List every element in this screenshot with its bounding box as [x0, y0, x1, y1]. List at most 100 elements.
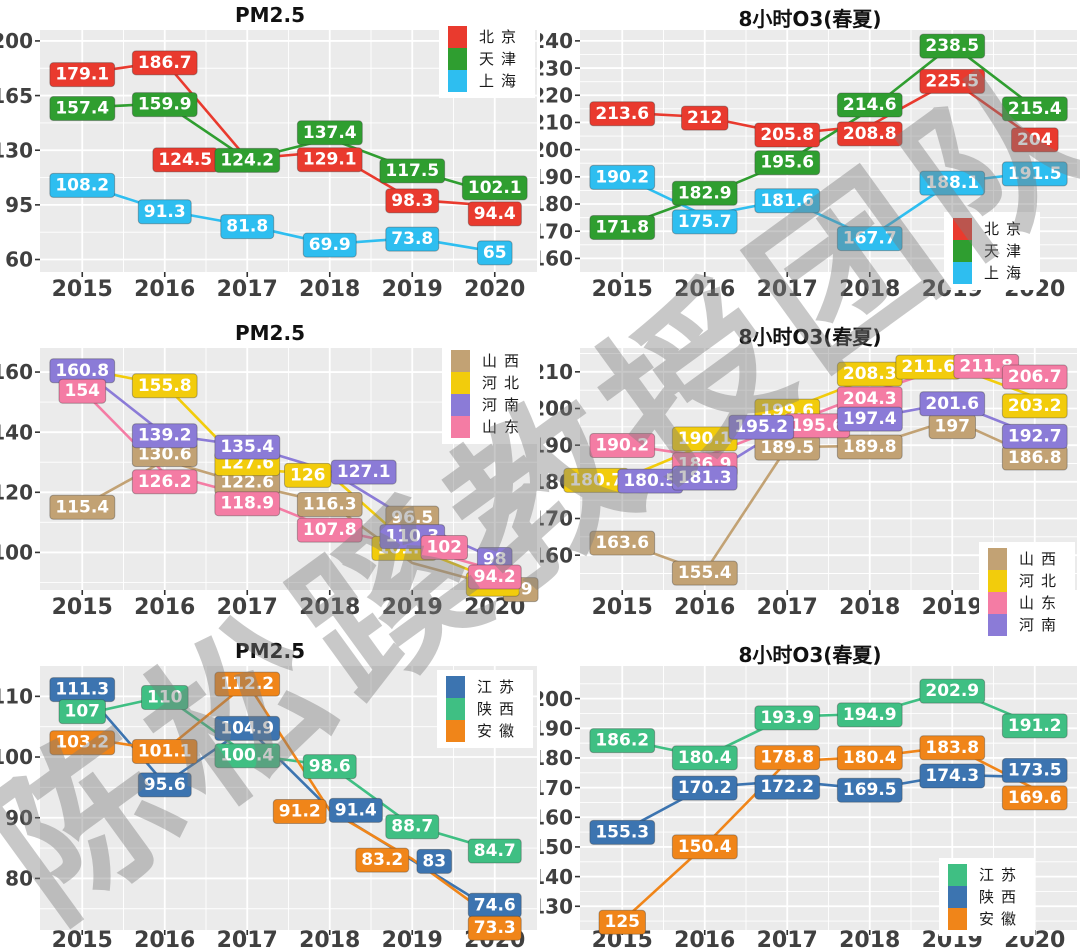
data-label: 107: [58, 699, 106, 725]
data-label: 192.7: [1001, 423, 1068, 449]
legend-swatch-icon: [450, 350, 470, 372]
legend-swatch-icon: [987, 614, 1007, 636]
legend-label: 山东: [481, 418, 526, 436]
svg-text:202.9: 202.9: [925, 681, 979, 701]
y-tick-label: 110: [0, 685, 33, 709]
data-label: 126.2: [131, 469, 198, 495]
data-label: 178.8: [754, 745, 821, 771]
x-tick-label: 2015: [52, 595, 113, 620]
data-label: 175.7: [671, 209, 738, 235]
x-tick-label: 2019: [382, 928, 443, 950]
data-label: 214.6: [836, 92, 903, 118]
svg-text:102.1: 102.1: [468, 178, 522, 198]
legend-item: 陕西: [445, 698, 521, 720]
svg-text:125: 125: [604, 912, 640, 932]
legend-swatch-icon: [447, 48, 467, 70]
svg-text:186.7: 186.7: [138, 53, 192, 73]
svg-text:192.7: 192.7: [1008, 426, 1062, 446]
x-tick-label: 2016: [674, 595, 735, 620]
legend-swatch-icon: [447, 70, 467, 92]
data-label: 116.3: [296, 492, 363, 518]
legend-label: 天津: [983, 242, 1028, 260]
svg-text:188.1: 188.1: [925, 173, 979, 193]
y-tick-label: 230: [540, 56, 573, 80]
legend-swatch-icon: [445, 698, 465, 720]
svg-text:157.4: 157.4: [55, 99, 109, 119]
x-tick-label: 2018: [839, 928, 900, 950]
data-label: 169.5: [836, 777, 903, 803]
x-tick-label: 2016: [134, 277, 195, 302]
legend: 江苏 陕西 安徽: [938, 858, 1035, 936]
legend-label: 山西: [481, 352, 526, 370]
svg-text:174.3: 174.3: [925, 766, 979, 786]
svg-text:91.3: 91.3: [144, 202, 186, 222]
svg-text:116.3: 116.3: [303, 495, 357, 515]
data-label: 103.2: [49, 730, 116, 756]
y-tick-label: 130: [540, 894, 573, 918]
data-label: 150.4: [671, 834, 738, 860]
svg-text:83: 83: [422, 851, 446, 871]
data-label: 91.3: [137, 199, 192, 225]
svg-text:98: 98: [483, 550, 507, 570]
legend: 山西 河北 山东 河南: [978, 542, 1075, 642]
x-tick-label: 2015: [52, 928, 113, 950]
data-label: 211.6: [895, 354, 962, 380]
svg-text:169.5: 169.5: [843, 780, 897, 800]
y-tick-label: 60: [5, 248, 33, 272]
chart-title: 8小时O3(春夏): [738, 325, 882, 349]
legend-label: 陕西: [978, 888, 1023, 906]
data-label: 94.2: [467, 564, 522, 590]
svg-text:112.2: 112.2: [220, 674, 274, 694]
svg-text:102: 102: [427, 538, 463, 558]
data-label: 84.7: [467, 838, 522, 864]
data-label: 69.9: [302, 232, 357, 258]
data-label: 170.2: [671, 775, 738, 801]
x-tick-label: 2018: [839, 277, 900, 302]
legend-item: 北京: [952, 218, 1028, 240]
data-label: 117.5: [379, 158, 446, 184]
svg-text:135.4: 135.4: [220, 437, 274, 457]
y-tick-label: 170: [540, 776, 573, 800]
svg-text:190.2: 190.2: [595, 167, 649, 187]
legend: 北京 天津 上海: [943, 212, 1040, 290]
svg-text:180.7: 180.7: [569, 470, 623, 490]
data-label: 102.1: [461, 175, 528, 201]
svg-text:118.9: 118.9: [220, 494, 274, 514]
svg-text:160.8: 160.8: [55, 361, 109, 381]
y-tick-label: 210: [540, 111, 573, 135]
data-label: 186.2: [589, 728, 656, 754]
data-label: 110: [140, 684, 189, 710]
x-tick-label: 2019: [922, 595, 983, 620]
legend-swatch-icon: [952, 240, 972, 262]
data-label: 204.3: [836, 386, 903, 412]
legend-swatch-icon: [445, 720, 465, 742]
svg-text:206.7: 206.7: [1008, 367, 1062, 387]
svg-text:96.5: 96.5: [391, 508, 433, 528]
data-label: 125: [598, 909, 646, 935]
legend-item: 陕西: [947, 886, 1023, 908]
y-tick-label: 150: [540, 835, 573, 859]
data-label: 182.9: [671, 180, 738, 206]
svg-text:155.4: 155.4: [678, 563, 732, 583]
y-tick-label: 200: [540, 687, 573, 711]
svg-text:117.5: 117.5: [385, 161, 439, 181]
y-tick-label: 200: [540, 138, 573, 162]
svg-text:173.5: 173.5: [1008, 760, 1062, 780]
data-label: 197.4: [836, 406, 903, 432]
svg-text:194.9: 194.9: [843, 705, 897, 725]
data-label: 111.3: [49, 677, 116, 703]
data-label: 127.1: [330, 459, 397, 485]
data-label: 83: [416, 848, 453, 874]
data-label: 191.5: [1001, 161, 1068, 187]
x-tick-label: 2017: [757, 277, 818, 302]
svg-text:100.4: 100.4: [220, 746, 274, 766]
svg-text:124.2: 124.2: [220, 150, 274, 170]
legend-label: 山西: [1018, 550, 1063, 568]
data-label: 206.7: [1001, 364, 1068, 390]
data-label: 188.1: [919, 170, 986, 196]
svg-text:180.5: 180.5: [623, 471, 677, 491]
x-tick-label: 2018: [299, 928, 360, 950]
legend-item: 江苏: [445, 676, 521, 698]
legend-swatch-icon: [947, 886, 967, 908]
